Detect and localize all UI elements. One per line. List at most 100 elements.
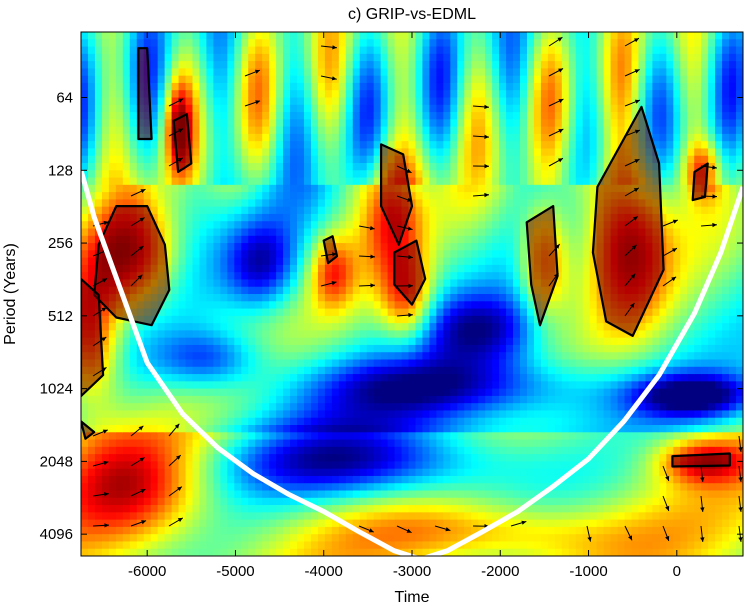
- heatmap-cell: [450, 534, 458, 543]
- heatmap-cell: [220, 483, 228, 492]
- heatmap-cell: [206, 148, 214, 157]
- heatmap-cell: [492, 126, 500, 135]
- heatmap-cell: [373, 257, 382, 266]
- heatmap-cell: [241, 141, 249, 150]
- heatmap-cell: [317, 308, 326, 317]
- heatmap-cell: [457, 264, 465, 273]
- heatmap-cell: [471, 301, 479, 310]
- heatmap-cell: [471, 279, 479, 288]
- heatmap-cell: [554, 119, 563, 128]
- heatmap-cell: [185, 475, 194, 484]
- heatmap-cell: [269, 264, 277, 273]
- heatmap-cell: [206, 294, 214, 302]
- heatmap-cell: [359, 53, 368, 62]
- heatmap-cell: [443, 352, 451, 361]
- heatmap-cell: [457, 446, 465, 455]
- heatmap-cell: [373, 39, 382, 48]
- heatmap-cell: [408, 410, 417, 419]
- heatmap-cell: [129, 388, 138, 397]
- heatmap-cell: [443, 308, 451, 317]
- heatmap-cell: [338, 39, 347, 48]
- heatmap-cell: [206, 526, 214, 535]
- heatmap-cell: [262, 344, 270, 353]
- heatmap-cell: [478, 192, 486, 200]
- heatmap-cell: [352, 199, 361, 208]
- heatmap-cell: [415, 213, 424, 222]
- heatmap-cell: [345, 213, 354, 222]
- heatmap-cell: [164, 82, 173, 91]
- heatmap-cell: [331, 497, 340, 506]
- heatmap-cell: [297, 483, 305, 492]
- heatmap-cell: [345, 512, 354, 521]
- heatmap-cell: [199, 410, 208, 419]
- heatmap-cell: [443, 395, 451, 404]
- heatmap-cell: [457, 388, 465, 397]
- heatmap-cell: [185, 112, 194, 120]
- heatmap-cell: [345, 75, 354, 84]
- heatmap-cell: [262, 388, 270, 397]
- heatmap-cell: [485, 192, 493, 200]
- heatmap-cell: [443, 512, 451, 521]
- heatmap-cell: [255, 337, 263, 346]
- heatmap-cell: [213, 417, 221, 426]
- heatmap-cell: [450, 39, 458, 48]
- heatmap-cell: [185, 235, 194, 244]
- heatmap-cell: [171, 279, 180, 288]
- heatmap-cell: [331, 323, 340, 331]
- heatmap-cell: [554, 82, 563, 91]
- heatmap-cell: [122, 82, 131, 91]
- heatmap-cell: [331, 90, 340, 99]
- heatmap-cell: [464, 206, 472, 215]
- heatmap-cell: [506, 39, 514, 48]
- heatmap-cell: [185, 374, 194, 382]
- heatmap-cell: [108, 352, 117, 361]
- heatmap-cell: [506, 301, 514, 310]
- heatmap-cell: [269, 519, 277, 528]
- heatmap-cell: [283, 75, 291, 84]
- heatmap-cell: [255, 548, 263, 556]
- heatmap-cell: [520, 359, 528, 368]
- heatmap-cell: [164, 425, 173, 433]
- heatmap-cell: [213, 75, 221, 84]
- heatmap-cell: [338, 468, 347, 477]
- heatmap-cell: [380, 461, 389, 470]
- heatmap-cell: [352, 541, 361, 550]
- heatmap-cell: [366, 141, 375, 150]
- heatmap-cell: [255, 112, 263, 120]
- heatmap-cell: [283, 352, 291, 361]
- heatmap-cell: [478, 257, 486, 266]
- heatmap-cell: [185, 46, 194, 55]
- heatmap-cell: [387, 475, 396, 484]
- heatmap-cell: [290, 213, 298, 222]
- heatmap-cell: [485, 483, 493, 492]
- heatmap-cell: [485, 432, 493, 441]
- heatmap-cell: [436, 228, 444, 237]
- heatmap-cell: [241, 235, 249, 244]
- heatmap-cell: [429, 192, 437, 200]
- heatmap-cell: [450, 112, 458, 120]
- heatmap-cell: [324, 61, 333, 69]
- heatmap-cell: [359, 454, 368, 462]
- heatmap-cell: [136, 374, 145, 382]
- heatmap-cell: [547, 374, 556, 382]
- heatmap-cell: [471, 104, 479, 113]
- heatmap-cell: [94, 126, 103, 135]
- heatmap-cell: [185, 177, 194, 186]
- heatmap-cell: [122, 39, 131, 48]
- heatmap-cell: [220, 192, 228, 200]
- heatmap-cell: [338, 388, 347, 397]
- heatmap-cell: [206, 192, 214, 200]
- heatmap-cell: [310, 315, 319, 324]
- heatmap-cell: [81, 155, 89, 164]
- heatmap-cell: [540, 337, 549, 346]
- heatmap-cell: [276, 257, 284, 266]
- heatmap-cell: [206, 32, 214, 40]
- heatmap-cell: [171, 221, 180, 230]
- heatmap-cell: [373, 490, 382, 499]
- heatmap-cell: [492, 461, 500, 470]
- heatmap-cell: [220, 148, 228, 157]
- heatmap-cell: [199, 90, 208, 99]
- heatmap-cell: [297, 432, 305, 441]
- heatmap-cell: [317, 184, 326, 193]
- heatmap-cell: [540, 82, 549, 91]
